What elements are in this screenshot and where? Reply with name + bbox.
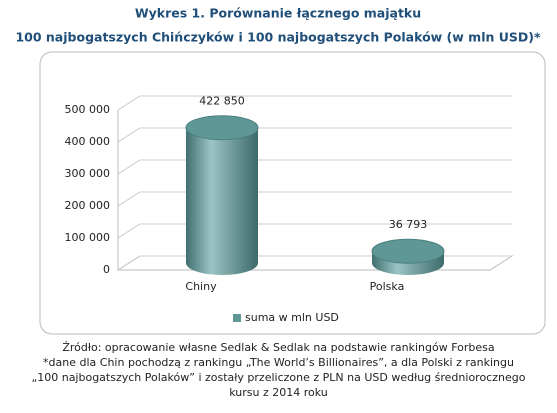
chart-title: 100 najbogatszych Chińczyków i 100 najbo…: [15, 30, 540, 45]
bar-top: [185, 115, 259, 141]
grid-line: [117, 223, 512, 239]
x-tick-label: Chiny: [185, 280, 217, 293]
grid-line: [117, 191, 512, 207]
x-tick-label: Polska: [370, 280, 405, 293]
notes: Źródło: opracowanie własne Sedlak & Sedl…: [29, 340, 529, 400]
chart: Wykres 1. Porównanie łącznego majątku 10…: [15, 6, 546, 335]
bar-body: [186, 127, 258, 275]
legend-swatch: [233, 314, 241, 322]
value-label: 422 850: [199, 95, 245, 108]
y-tick-label: 500 000: [65, 103, 111, 116]
bar: [185, 115, 259, 275]
grid-line: [117, 95, 512, 111]
source-note: Źródło: opracowanie własne Sedlak & Sedl…: [62, 341, 495, 354]
chart-frame: [39, 51, 546, 335]
y-tick-label: 300 000: [65, 167, 111, 180]
legend-label: suma w mln USD: [245, 311, 339, 324]
y-tick-label: 400 000: [65, 135, 111, 148]
y-tick-label: 200 000: [65, 199, 111, 212]
y-tick-label: 100 000: [65, 231, 111, 244]
grid-line: [117, 127, 512, 143]
chart-title: Wykres 1. Porównanie łącznego majątku: [135, 6, 421, 21]
bar: [371, 238, 445, 275]
grid-line: [117, 159, 512, 175]
value-label: 36 793: [389, 218, 428, 231]
bar-top: [371, 238, 445, 264]
y-tick-label: 0: [103, 263, 110, 276]
footnote: *dane dla Chin pochodzą z rankingu „The …: [31, 356, 526, 399]
